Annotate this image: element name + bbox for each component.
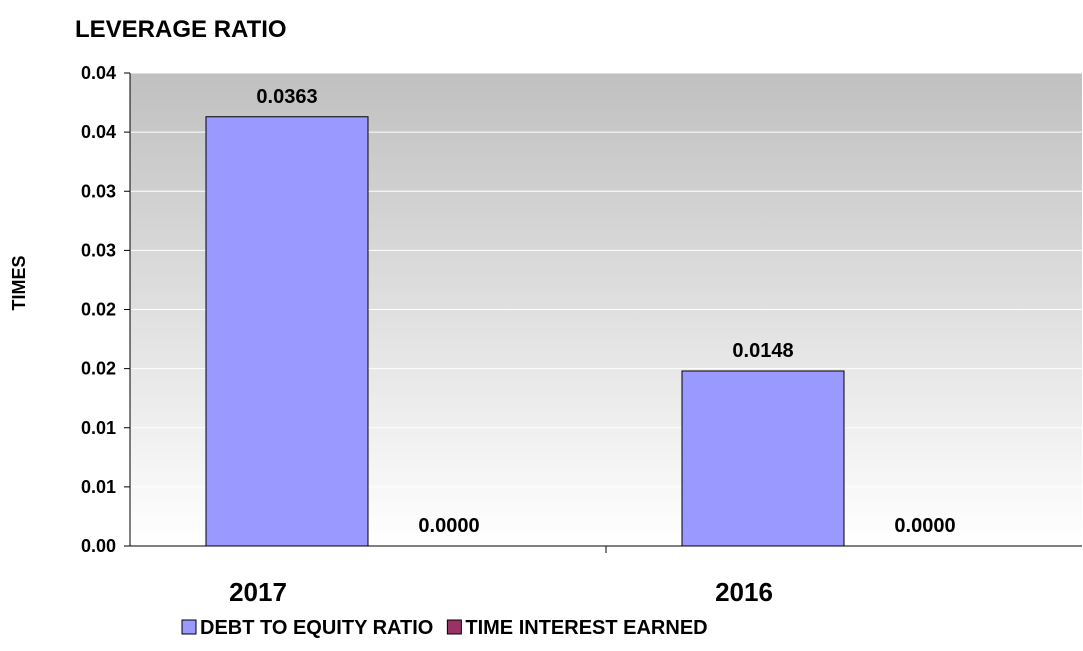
bar bbox=[681, 370, 845, 547]
chart-title: LEVERAGE RATIO bbox=[75, 16, 287, 43]
data-label: 0.0000 bbox=[894, 515, 955, 537]
y-tick-label: 0.03 bbox=[81, 181, 116, 201]
bar bbox=[205, 116, 369, 547]
y-tick-label: 0.02 bbox=[81, 300, 116, 320]
data-label: 0.0148 bbox=[732, 340, 793, 362]
legend-label: DEBT TO EQUITY RATIO bbox=[200, 617, 433, 639]
y-tick-label: 0.03 bbox=[81, 240, 116, 260]
legend-label: TIME INTEREST EARNED bbox=[465, 617, 707, 639]
legend-swatch bbox=[181, 619, 197, 635]
legend: DEBT TO EQUITY RATIO TIME INTEREST EARNED bbox=[181, 617, 708, 639]
y-tick-label: 0.04 bbox=[81, 63, 116, 83]
y-tick-label: 0.01 bbox=[81, 418, 116, 438]
y-tick-label: 0.04 bbox=[81, 122, 116, 142]
x-tick-label: 2017 bbox=[229, 577, 287, 607]
y-tick-label: 0.00 bbox=[81, 536, 116, 556]
data-label: 0.0000 bbox=[418, 515, 479, 537]
data-labels: 0.0363 0.0000 0.0148 0.0000 bbox=[256, 86, 955, 537]
data-label: 0.0363 bbox=[256, 86, 317, 108]
legend-swatch bbox=[446, 619, 462, 635]
y-tick-label: 0.02 bbox=[81, 359, 116, 379]
bars bbox=[205, 116, 845, 547]
axes bbox=[124, 72, 1082, 553]
y-tick-label: 0.01 bbox=[81, 477, 116, 497]
y-axis-label: TIMES bbox=[9, 255, 29, 310]
x-tick-labels: 2017 2016 bbox=[229, 577, 773, 607]
x-tick-label: 2016 bbox=[715, 577, 773, 607]
y-tick-labels: 0.00 0.01 0.01 0.02 0.02 0.03 0.03 0.04 0.04 bbox=[81, 63, 116, 556]
